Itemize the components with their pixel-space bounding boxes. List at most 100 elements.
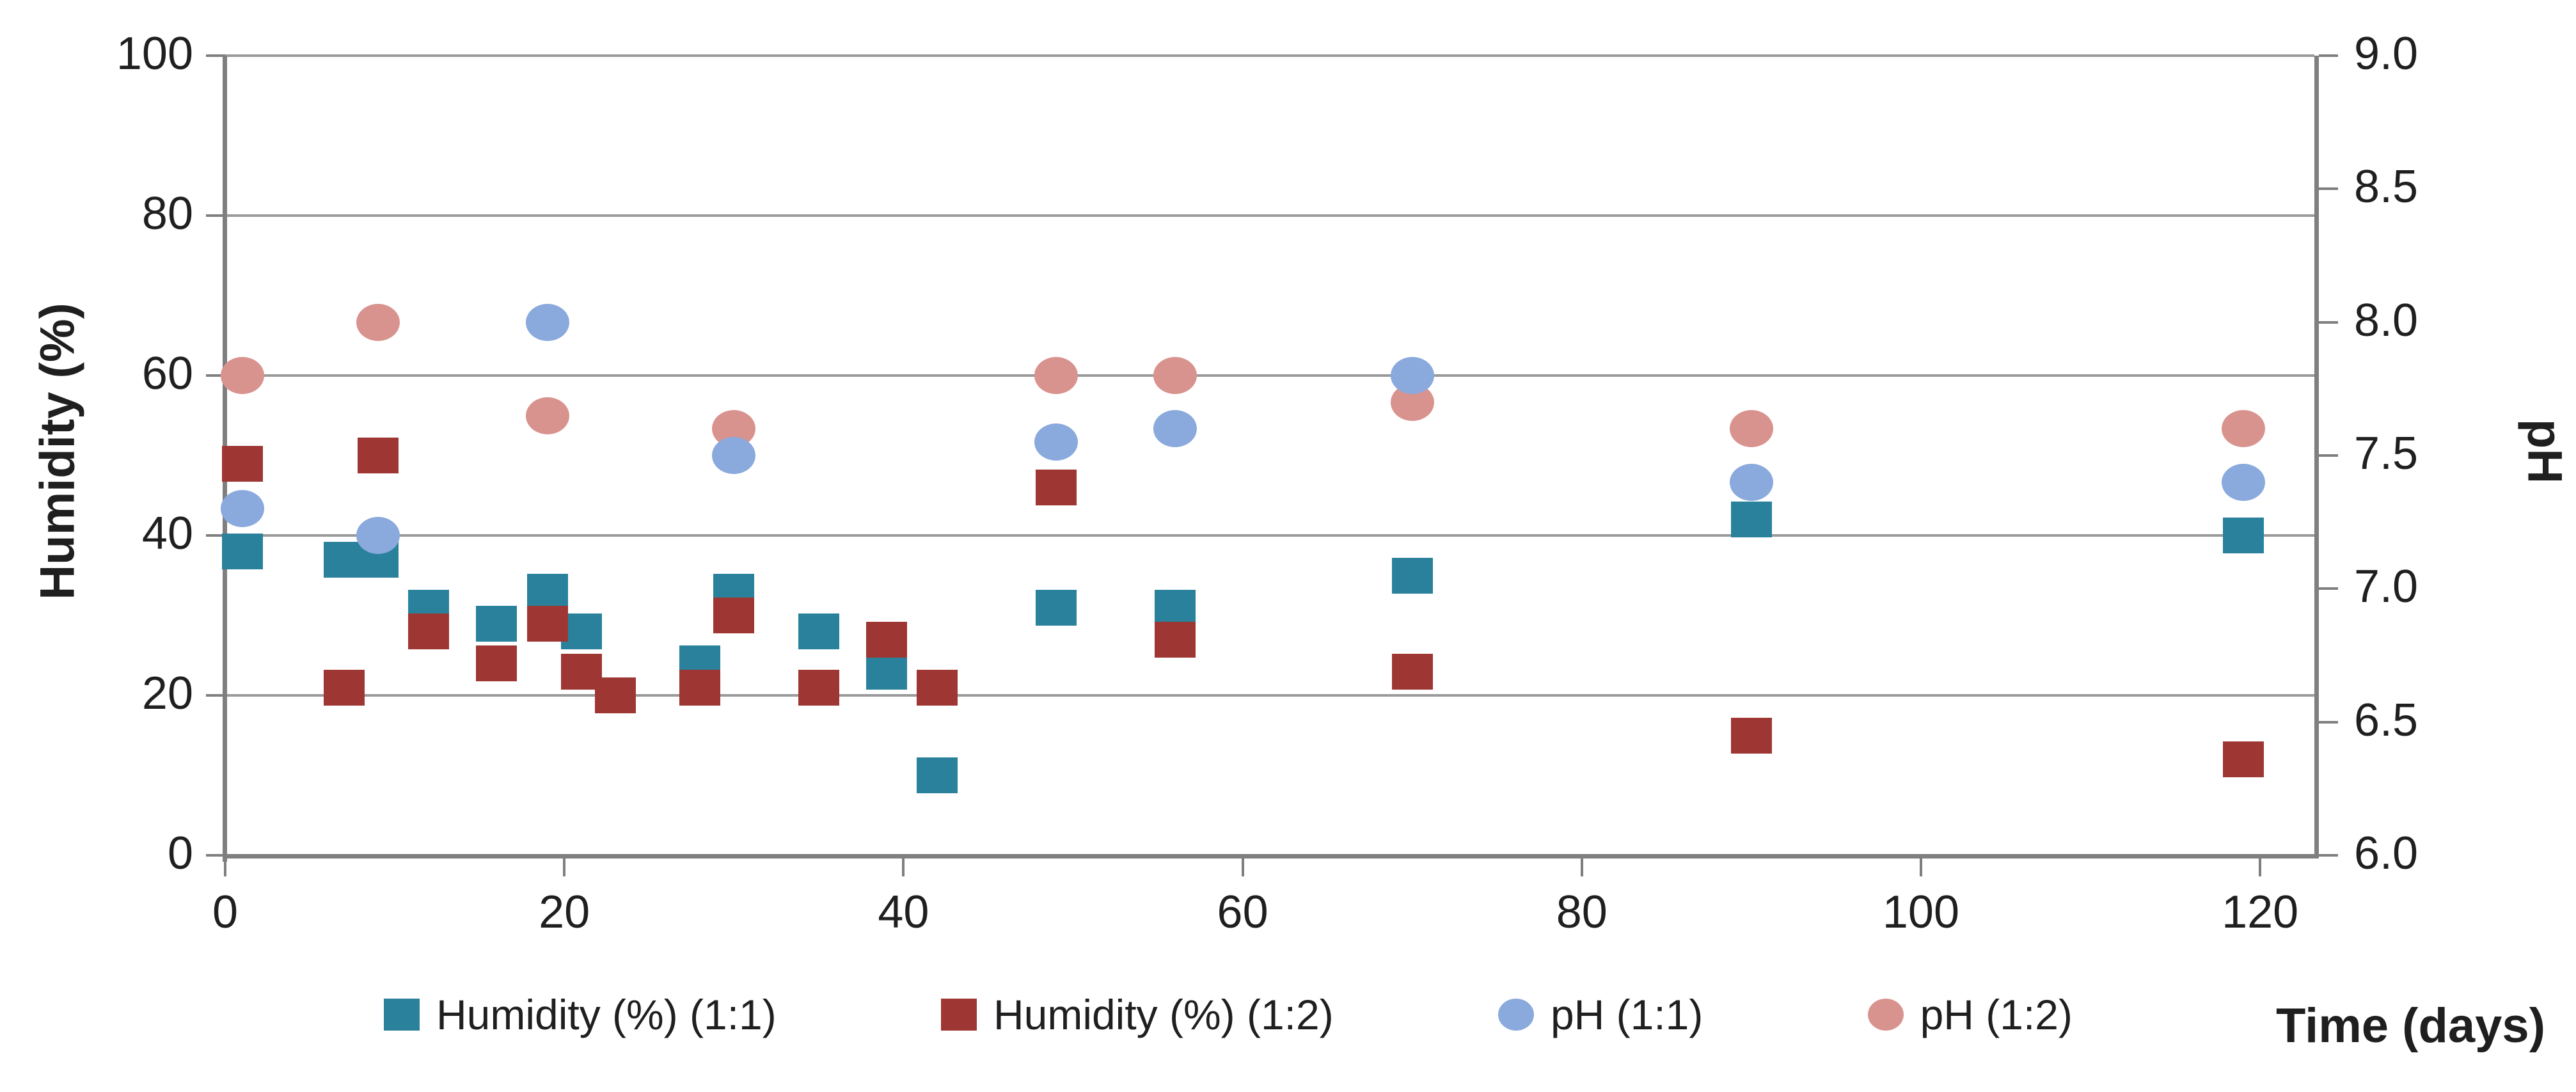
legend-item: pH (1:2): [1867, 990, 2073, 1039]
data-point-circle: [2221, 463, 2265, 501]
right-axis-tick-label: 6.5: [2354, 694, 2419, 746]
left-axis-tick-label: 80: [141, 188, 193, 239]
data-point-square: [1035, 589, 1077, 626]
left-axis-tick-label: 0: [167, 828, 193, 879]
data-point-square: [679, 669, 721, 706]
right-axis-tick: [2319, 54, 2338, 57]
data-point-square: [221, 445, 263, 482]
legend-circle-swatch-icon: [1867, 999, 1904, 1031]
data-point-square: [221, 534, 263, 569]
data-point-circle: [525, 303, 569, 341]
right-axis-tick: [2319, 454, 2338, 457]
x-axis-tick: [563, 859, 566, 876]
right-axis-tick: [2319, 320, 2338, 324]
data-point-circle: [2221, 410, 2265, 448]
data-point-square: [2222, 741, 2264, 777]
x-axis-tick-label: 120: [2222, 887, 2299, 938]
left-axis-tick: [206, 374, 225, 377]
x-axis-tick-label: 20: [539, 887, 590, 938]
gridline: [225, 534, 2314, 537]
data-point-square: [865, 653, 907, 690]
right-axis-tick-label: 8.0: [2354, 294, 2419, 346]
chart-legend: Humidity (%) (1:1) Humidity (%) (1:2) pH (…: [384, 990, 2073, 1039]
left-axis-tick: [206, 694, 225, 697]
legend-square-swatch-icon: [384, 999, 420, 1031]
left-axis-tick-label: 40: [141, 508, 193, 559]
left-axis-tick: [206, 54, 225, 57]
right-axis-tick-label: 7.0: [2354, 561, 2419, 613]
x-axis-title: Time (days): [2276, 999, 2545, 1053]
data-point-square: [526, 605, 568, 642]
data-point-square: [526, 573, 568, 610]
left-axis-tick: [206, 214, 225, 217]
data-point-square: [2222, 518, 2264, 553]
data-point-square: [1730, 717, 1772, 754]
x-axis-tick-label: 80: [1556, 887, 1608, 938]
left-axis-tick: [206, 534, 225, 537]
data-point-square: [1391, 653, 1433, 690]
right-axis-tick: [2319, 720, 2338, 724]
data-point-circle: [1034, 423, 1078, 461]
data-point-square: [917, 669, 958, 706]
legend-label: pH (1:2): [1920, 991, 2073, 1038]
data-point-square: [1035, 470, 1077, 505]
gridline: [225, 214, 2314, 217]
data-point-square: [713, 597, 755, 633]
right-axis-line: [2314, 56, 2319, 858]
left-axis-tick: [206, 854, 225, 857]
data-point-circle: [220, 357, 264, 394]
data-point-square: [1154, 621, 1196, 658]
data-point-circle: [1729, 463, 1773, 501]
right-axis-tick: [2319, 587, 2338, 590]
data-point-square: [865, 621, 907, 658]
gridline: [225, 374, 2314, 377]
legend-item: Humidity (%) (1:2): [940, 990, 1334, 1039]
data-point-square: [323, 669, 365, 706]
data-point-circle: [1390, 357, 1434, 394]
legend-label: pH (1:1): [1550, 991, 1703, 1038]
bottom-axis-line: [225, 854, 2319, 859]
right-axis-title: pH: [2517, 418, 2572, 484]
right-axis-tick-label: 9.0: [2354, 28, 2419, 79]
gridline: [225, 54, 2314, 57]
data-point-square: [798, 613, 839, 649]
data-point-circle: [356, 303, 400, 341]
data-point-circle: [1153, 410, 1197, 448]
data-point-square: [917, 757, 958, 793]
legend-label: Humidity (%) (1:1): [436, 991, 777, 1038]
x-axis-tick: [224, 859, 226, 876]
x-axis-tick-label: 100: [1882, 887, 1960, 938]
data-point-square: [357, 438, 399, 473]
right-axis-tick-label: 7.5: [2354, 428, 2419, 479]
data-point-square: [1730, 502, 1772, 537]
data-point-square: [476, 605, 518, 642]
x-axis-tick: [2259, 859, 2262, 876]
data-point-square: [1154, 589, 1196, 626]
data-point-square: [798, 669, 839, 706]
right-axis-tick-label: 6.0: [2354, 828, 2419, 879]
left-axis-title: Humidity (%): [30, 303, 85, 600]
left-axis-tick-label: 100: [116, 28, 193, 79]
data-point-circle: [356, 517, 400, 554]
x-axis-tick-label: 0: [212, 887, 239, 938]
x-axis-tick: [1919, 859, 1922, 876]
gridline: [225, 694, 2314, 697]
data-point-square: [1391, 557, 1433, 594]
x-axis-tick: [902, 859, 905, 876]
left-axis-tick-label: 60: [141, 348, 193, 399]
data-point-circle: [1034, 357, 1078, 394]
data-point-square: [594, 677, 636, 713]
data-point-circle: [220, 490, 264, 528]
legend-label: Humidity (%) (1:2): [993, 991, 1334, 1038]
right-axis-tick: [2319, 854, 2338, 857]
x-axis-tick: [1241, 859, 1244, 876]
right-axis-tick-label: 8.5: [2354, 161, 2419, 213]
x-axis-tick: [1580, 859, 1583, 876]
data-point-circle: [1153, 357, 1197, 394]
data-point-square: [476, 645, 518, 681]
data-point-circle: [712, 437, 756, 474]
legend-item: Humidity (%) (1:1): [384, 990, 777, 1039]
data-point-square: [408, 613, 450, 649]
right-axis-tick: [2319, 187, 2338, 191]
